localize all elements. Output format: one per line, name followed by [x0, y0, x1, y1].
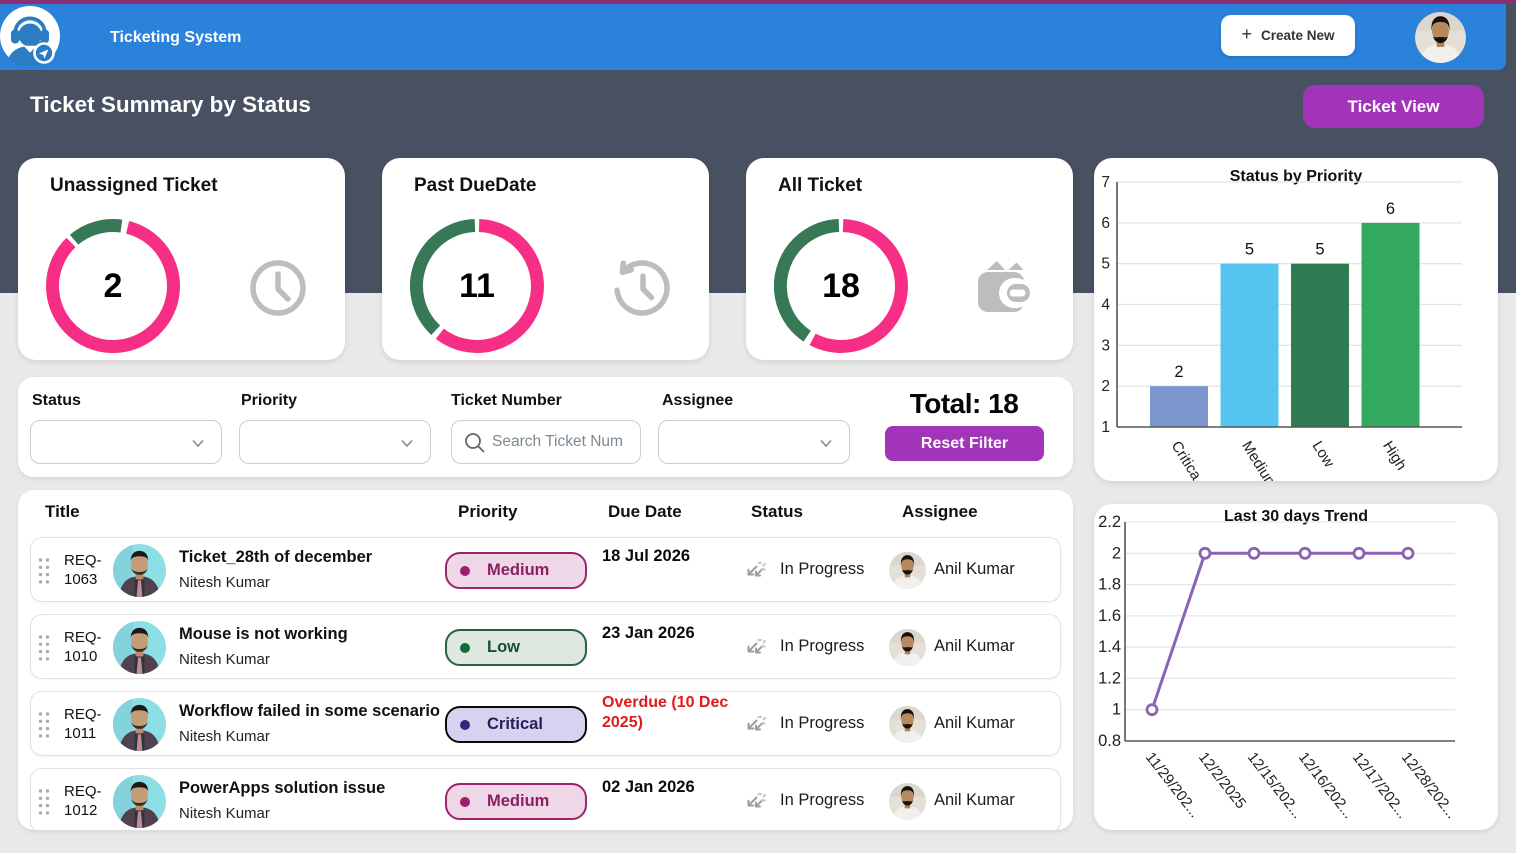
- svg-text:5: 5: [1315, 241, 1324, 259]
- svg-text:1.2: 1.2: [1098, 669, 1121, 687]
- svg-text:1.8: 1.8: [1098, 576, 1121, 594]
- svg-text:High: High: [1379, 438, 1410, 473]
- svg-text:6: 6: [1386, 200, 1395, 218]
- svg-text:7: 7: [1101, 174, 1110, 191]
- svg-text:5: 5: [1101, 256, 1110, 273]
- svg-text:0.8: 0.8: [1098, 732, 1121, 750]
- svg-text:2: 2: [1112, 544, 1121, 562]
- svg-text:Critica...: Critica...: [1168, 438, 1212, 481]
- svg-text:2: 2: [1174, 363, 1183, 381]
- svg-text:1.6: 1.6: [1098, 607, 1121, 625]
- svg-text:1: 1: [1112, 701, 1121, 719]
- svg-text:11/29/202...: 11/29/202...: [1142, 749, 1203, 821]
- svg-text:6: 6: [1101, 215, 1110, 232]
- svg-text:5: 5: [1245, 241, 1254, 259]
- svg-text:Medium...: Medium...: [1238, 438, 1287, 481]
- svg-text:3: 3: [1101, 337, 1110, 354]
- svg-text:1.4: 1.4: [1098, 638, 1121, 656]
- svg-text:12/2/2025: 12/2/2025: [1195, 749, 1249, 812]
- svg-text:2: 2: [1101, 378, 1110, 395]
- svg-text:2.2: 2.2: [1098, 513, 1121, 531]
- svg-text:1: 1: [1101, 419, 1110, 436]
- svg-text:4: 4: [1101, 297, 1110, 314]
- svg-text:Low: Low: [1309, 438, 1338, 470]
